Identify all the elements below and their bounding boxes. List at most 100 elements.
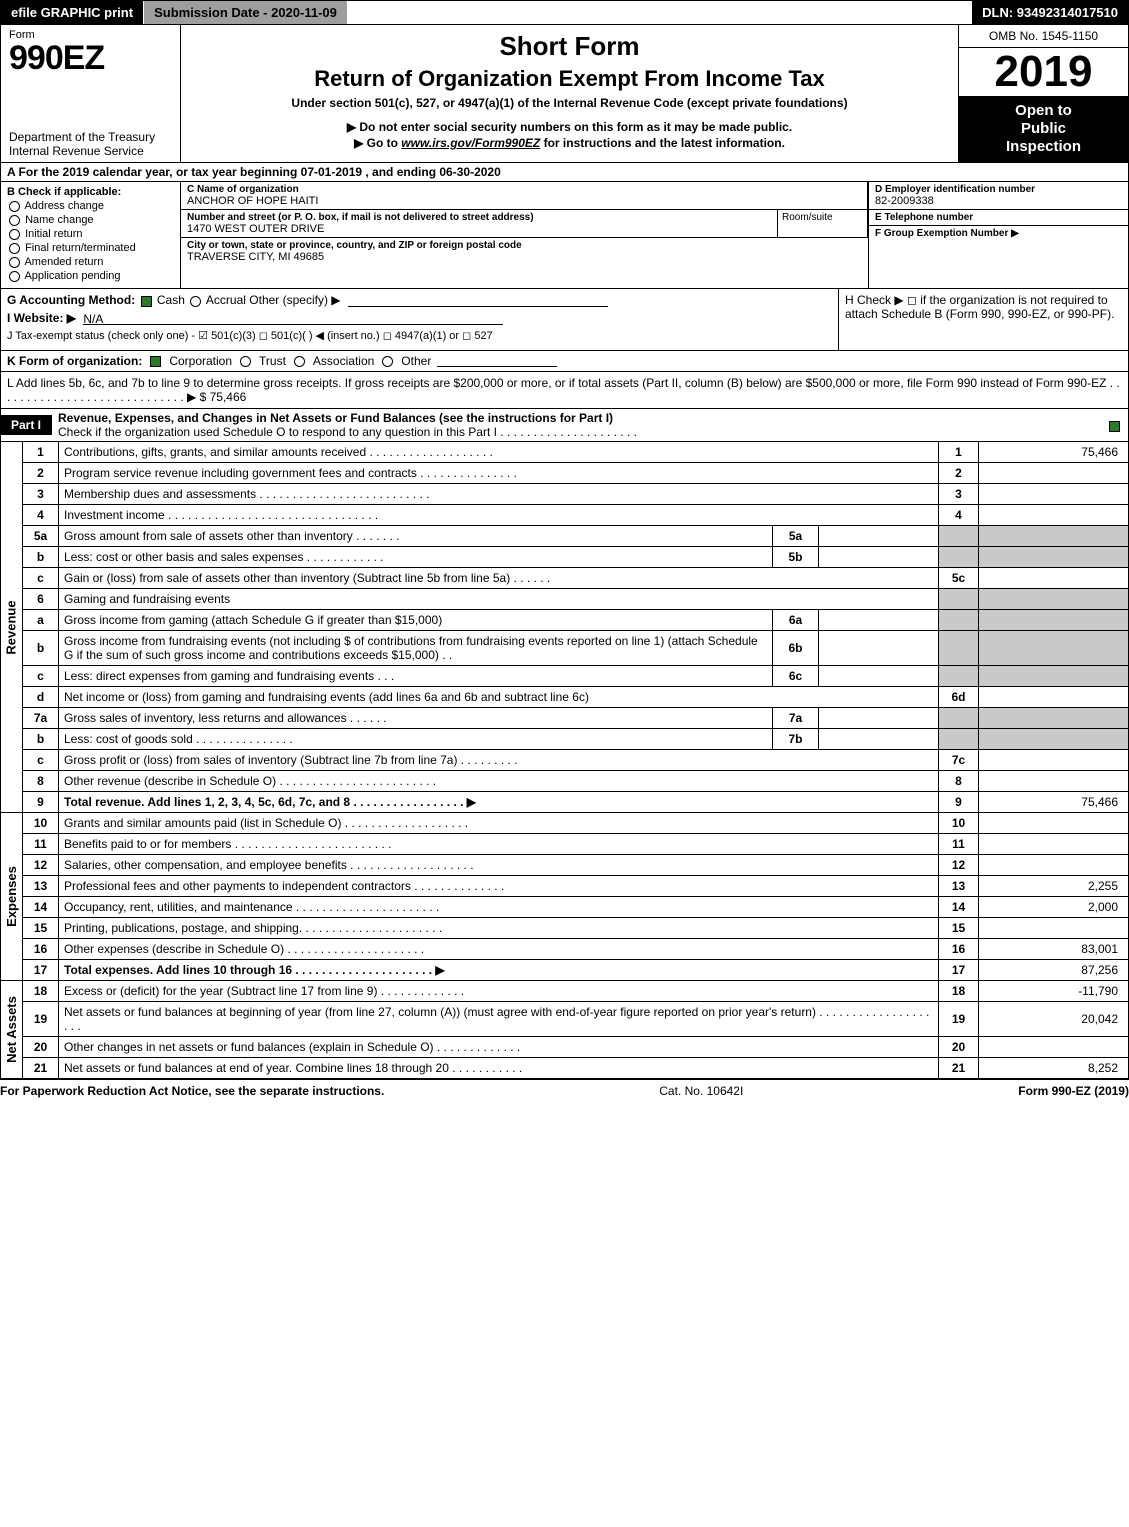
revenue-section: Revenue 1 Contributions, gifts, grants, … — [0, 442, 1129, 813]
org-name-value: ANCHOR OF HOPE HAITI — [187, 195, 861, 207]
l-amount: $ 75,466 — [200, 390, 247, 404]
section-b-header: B Check if applicable: — [7, 186, 174, 198]
other-specify-input[interactable] — [348, 294, 608, 307]
subtitle-2: ▶ Do not enter social security numbers o… — [189, 120, 950, 134]
row-14: 14 Occupancy, rent, utilities, and maint… — [23, 897, 1129, 918]
k-label: K Form of organization: — [7, 354, 142, 368]
org-info-grid: B Check if applicable: Address change Na… — [0, 182, 1129, 289]
tax-year: 2019 — [959, 48, 1128, 96]
org-name-label: C Name of organization — [187, 184, 861, 195]
net-assets-vlabel: Net Assets — [0, 981, 22, 1079]
chk-final-return[interactable]: Final return/terminated — [7, 242, 174, 254]
expenses-table: 10 Grants and similar amounts paid (list… — [22, 813, 1129, 981]
row-5a: 5a Gross amount from sale of assets othe… — [23, 526, 1129, 547]
net-assets-end-amt: 8,252 — [979, 1058, 1129, 1079]
omb-number: OMB No. 1545-1150 — [959, 25, 1128, 48]
part-i-header: Part I Revenue, Expenses, and Changes in… — [0, 409, 1129, 442]
accrual-label: Accrual — [206, 293, 246, 307]
row-20: 20 Other changes in net assets or fund b… — [23, 1037, 1129, 1058]
ein-label: D Employer identification number — [875, 184, 1122, 195]
submission-date-button[interactable]: Submission Date - 2020-11-09 — [144, 1, 348, 24]
chk-association[interactable] — [294, 356, 305, 367]
row-5b: b Less: cost or other basis and sales ex… — [23, 547, 1129, 568]
dln-label: DLN: 93492314017510 — [972, 1, 1128, 24]
net-assets-table: 18 Excess or (deficit) for the year (Sub… — [22, 981, 1129, 1079]
k-other-input[interactable] — [437, 355, 557, 367]
row-11: 11 Benefits paid to or for members . . .… — [23, 834, 1129, 855]
total-revenue-amt: 75,466 — [979, 792, 1129, 813]
l-text: L Add lines 5b, 6c, and 7b to line 9 to … — [7, 376, 1120, 404]
footer-catalog-no: Cat. No. 10642I — [659, 1084, 743, 1098]
chk-amended-return[interactable]: Amended return — [7, 256, 174, 268]
chk-trust[interactable] — [240, 356, 251, 367]
chk-address-change[interactable]: Address change — [7, 200, 174, 212]
subtitle-1: Under section 501(c), 527, or 4947(a)(1)… — [189, 96, 950, 110]
group-exemption-label: F Group Exemption Number ▶ — [875, 228, 1122, 239]
g-label: G Accounting Method: — [7, 293, 135, 307]
k-other: Other — [401, 354, 431, 368]
chk-accrual[interactable] — [190, 296, 201, 307]
row-10: 10 Grants and similar amounts paid (list… — [23, 813, 1129, 834]
irs-link[interactable]: www.irs.gov/Form990EZ — [401, 136, 540, 150]
row-6a: a Gross income from gaming (attach Sched… — [23, 610, 1129, 631]
chk-other[interactable] — [382, 356, 393, 367]
row-19: 19 Net assets or fund balances at beginn… — [23, 1002, 1129, 1037]
chk-cash[interactable] — [141, 296, 152, 307]
efile-print-button[interactable]: efile GRAPHIC print — [1, 1, 144, 24]
row-6c: c Less: direct expenses from gaming and … — [23, 666, 1129, 687]
chk-application-pending[interactable]: Application pending — [7, 270, 174, 282]
street-label: Number and street (or P. O. box, if mail… — [187, 212, 771, 223]
chk-initial-return[interactable]: Initial return — [7, 228, 174, 240]
group-exemption-cell: F Group Exemption Number ▶ — [869, 226, 1128, 241]
city-cell: City or town, state or province, country… — [181, 238, 868, 265]
row-6b: b Gross income from fundraising events (… — [23, 631, 1129, 666]
street-cell: Number and street (or P. O. box, if mail… — [181, 210, 778, 237]
row-16: 16 Other expenses (describe in Schedule … — [23, 939, 1129, 960]
section-b-checkboxes: B Check if applicable: Address change Na… — [1, 182, 181, 288]
row-1: 1 Contributions, gifts, grants, and simi… — [23, 442, 1129, 463]
row-6d: d Net income or (loss) from gaming and f… — [23, 687, 1129, 708]
i-website-row: I Website: ▶ N/A — [7, 311, 832, 325]
row-12: 12 Salaries, other compensation, and emp… — [23, 855, 1129, 876]
chk-name-change[interactable]: Name change — [7, 214, 174, 226]
section-def-col: D Employer identification number 82-2009… — [868, 182, 1128, 288]
gh-left: G Accounting Method: Cash Accrual Other … — [1, 289, 838, 350]
row-7c: c Gross profit or (loss) from sales of i… — [23, 750, 1129, 771]
city-label: City or town, state or province, country… — [187, 240, 862, 251]
part-i-tag: Part I — [1, 415, 52, 435]
l-gross-receipts-row: L Add lines 5b, 6c, and 7b to line 9 to … — [0, 372, 1129, 409]
row-17: 17 Total expenses. Add lines 10 through … — [23, 960, 1129, 981]
other-label: Other (specify) ▶ — [249, 293, 340, 307]
row-3: 3 Membership dues and assessments . . . … — [23, 484, 1129, 505]
street-value: 1470 WEST OUTER DRIVE — [187, 223, 771, 235]
h-schedule-b-box: H Check ▶ ◻ if the organization is not r… — [838, 289, 1128, 350]
i-label: I Website: ▶ — [7, 311, 76, 325]
row-18: 18 Excess or (deficit) for the year (Sub… — [23, 981, 1129, 1002]
header-center: Short Form Return of Organization Exempt… — [181, 25, 958, 162]
row-7a: 7a Gross sales of inventory, less return… — [23, 708, 1129, 729]
cash-label: Cash — [157, 293, 185, 307]
j-tax-exempt-row: J Tax-exempt status (check only one) - ☑… — [7, 329, 832, 342]
dept-label: Department of the Treasury Internal Reve… — [9, 130, 172, 158]
part-i-title: Revenue, Expenses, and Changes in Net As… — [52, 409, 1101, 441]
telephone-label: E Telephone number — [875, 212, 1122, 223]
footer-left: For Paperwork Reduction Act Notice, see … — [0, 1084, 384, 1098]
open-to-public-box: Open to Public Inspection — [959, 96, 1128, 162]
room-label: Room/suite — [782, 212, 833, 223]
expenses-vlabel: Expenses — [0, 813, 22, 981]
row-8: 8 Other revenue (describe in Schedule O)… — [23, 771, 1129, 792]
chk-corporation[interactable] — [150, 356, 161, 367]
part-i-checkbox[interactable] — [1101, 416, 1128, 434]
ein-cell: D Employer identification number 82-2009… — [869, 182, 1128, 210]
r1-desc: Contributions, gifts, grants, and simila… — [59, 442, 939, 463]
row-6: 6 Gaming and fundraising events — [23, 589, 1129, 610]
row-21: 21 Net assets or fund balances at end of… — [23, 1058, 1129, 1079]
footer-form-ref: Form 990-EZ (2019) — [1018, 1084, 1129, 1098]
ein-value: 82-2009338 — [875, 195, 1122, 207]
k-association: Association — [313, 354, 374, 368]
total-expenses-amt: 87,256 — [979, 960, 1129, 981]
telephone-cell: E Telephone number — [869, 210, 1128, 226]
r1-num: 1 — [23, 442, 59, 463]
section-a-tax-year: A For the 2019 calendar year, or tax yea… — [0, 163, 1129, 182]
part-i-check-line: Check if the organization used Schedule … — [58, 425, 637, 439]
